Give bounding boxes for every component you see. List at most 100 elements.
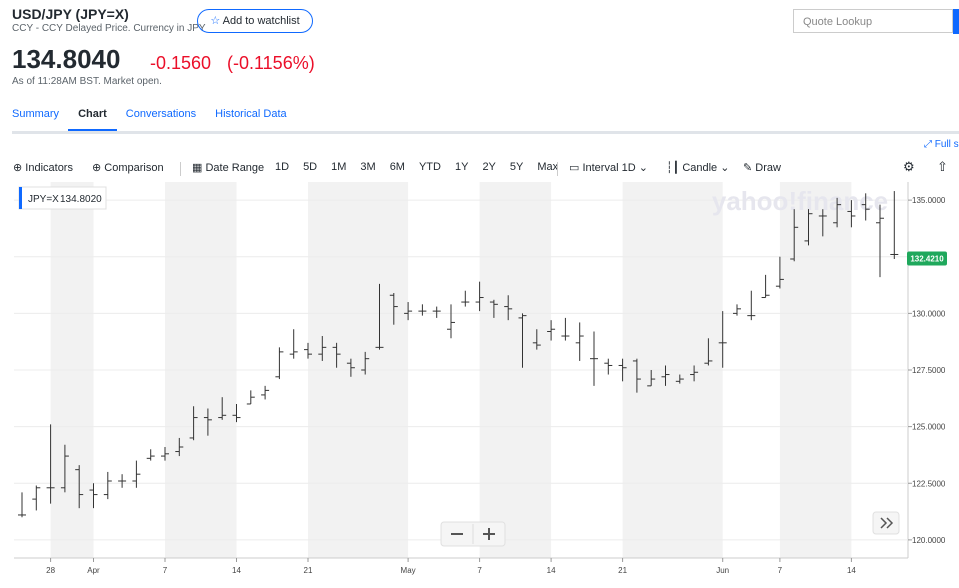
range-button[interactable]: 6M — [389, 161, 405, 173]
range-button[interactable]: 1D — [275, 161, 290, 173]
date-range-label: Date Range — [205, 162, 265, 174]
ohlc-bar — [532, 329, 541, 350]
x-tick-label: Jun — [716, 566, 729, 575]
x-tick-label: 7 — [778, 566, 783, 575]
ohlc-bar — [590, 331, 598, 386]
change-pct: (-0.1156%) — [227, 53, 315, 73]
ohlc-bar — [218, 397, 227, 420]
tab[interactable]: Historical Data — [215, 108, 287, 120]
ohlc-bar — [504, 295, 513, 321]
ohlc-bar — [575, 322, 584, 361]
search-button[interactable] — [953, 9, 959, 34]
ohlc-bar — [518, 313, 527, 368]
price: 134.8040 — [12, 44, 121, 74]
range-button[interactable]: 3M — [360, 161, 376, 173]
draw[interactable]: ✎ Draw — [743, 162, 781, 174]
range-button[interactable]: 5Y — [509, 161, 524, 173]
tab[interactable]: Chart — [68, 100, 117, 131]
draw-label: Draw — [755, 162, 781, 174]
ohlc-bar — [804, 209, 813, 246]
ohlc-bar — [261, 385, 270, 400]
tab[interactable]: Summary — [12, 108, 60, 120]
ranges: 1D 5D 1M 3M 6M YTD 1Y 2Y 5Y Max — [275, 161, 572, 173]
ohlc-bar — [818, 209, 827, 237]
tabs: Summary Chart Conversations Historical Data — [12, 100, 306, 132]
ohlc-bar — [747, 290, 756, 321]
ohlc-bar — [775, 256, 784, 289]
range-button[interactable]: YTD — [418, 161, 441, 173]
ohlc-bar — [346, 358, 355, 377]
ohlc-bar — [118, 474, 127, 488]
legend-name: JPY=X — [28, 194, 59, 205]
ohlc-bar — [103, 471, 112, 500]
indicators[interactable]: ⊕ Indicators — [13, 162, 73, 174]
ohlc-bar — [561, 317, 570, 341]
range-button[interactable]: 1Y — [454, 161, 469, 173]
date-range[interactable]: ▦ Date Range — [192, 162, 265, 174]
tab[interactable]: Conversations — [125, 108, 197, 120]
scroll-icon — [880, 517, 894, 529]
ohlc-bar — [475, 281, 484, 312]
settings[interactable]: ⚙ — [903, 159, 915, 174]
ohlc-bar — [461, 290, 470, 307]
interval[interactable]: ▭ Interval 1D ⌄ — [569, 162, 648, 174]
x-tick-label: 7 — [477, 566, 482, 575]
range-button[interactable]: 5D — [303, 161, 318, 173]
chart-type-label: Candle — [682, 162, 718, 174]
interval-value: 1D — [621, 162, 636, 174]
range-button[interactable]: Max — [537, 161, 559, 173]
ohlc-bar — [132, 460, 141, 488]
comparison[interactable]: ⊕ Comparison — [92, 162, 164, 174]
ohlc-bar — [161, 447, 169, 461]
tabs-divider — [12, 131, 959, 134]
ohlc-bar — [175, 437, 184, 457]
x-tick-label: May — [401, 566, 416, 575]
x-tick-label: 28 — [46, 566, 55, 575]
ohlc-bar — [375, 283, 384, 350]
ohlc-bar — [332, 342, 341, 368]
symbol: USD/JPY (JPY=X) — [12, 6, 129, 22]
x-tick-label: 7 — [163, 566, 168, 575]
ohlc-bar — [418, 304, 427, 316]
ohlc-bar — [876, 204, 884, 278]
range-button[interactable]: 2Y — [482, 161, 496, 173]
ohlc-bar — [246, 390, 255, 405]
search-box[interactable]: Quote Lookup — [793, 9, 953, 33]
ohlc-bar — [60, 444, 69, 493]
x-tick-label: 21 — [304, 566, 313, 575]
subtitle: CCY - CCY Delayed Price. Currency in JPY — [12, 23, 206, 34]
watchlist-button[interactable]: ☆ Add to watchlist — [197, 9, 313, 33]
share[interactable]: ⇧ — [937, 159, 948, 174]
interval-label: Interval — [582, 162, 619, 174]
chart-type[interactable]: ┆┃ Candle ⌄ — [666, 162, 730, 174]
y-tick-label: 130.0000 — [912, 309, 946, 318]
ohlc-bar — [847, 200, 856, 228]
range-button[interactable]: 1M — [331, 161, 347, 173]
separator — [557, 162, 558, 176]
y-tick-label: 120.0000 — [912, 536, 946, 545]
x-tick-label: 14 — [847, 566, 856, 575]
full-screen[interactable]: ⤢ Full screen — [924, 139, 959, 150]
ohlc-bar — [547, 320, 556, 341]
ohlc-bar — [632, 358, 641, 393]
ohlc-bar — [432, 306, 441, 318]
ohlc-bar — [18, 492, 26, 518]
ohlc-bar — [146, 449, 155, 461]
x-tick-label: 14 — [232, 566, 241, 575]
scroll-right[interactable] — [872, 511, 900, 535]
ohlc-bar — [733, 304, 741, 316]
ohlc-bar — [647, 370, 656, 387]
ohlc-bar — [361, 351, 370, 375]
ohlc-bar — [304, 342, 312, 359]
ohlc-bar — [604, 358, 613, 375]
ohlc-bar — [447, 304, 455, 339]
y-tick-label: 125.0000 — [912, 423, 946, 432]
ohlc-bar — [761, 274, 770, 299]
legend-accent — [19, 187, 22, 209]
ohlc-bar — [89, 483, 98, 509]
watchlist-label: Add to watchlist — [222, 15, 300, 27]
zoom-controls[interactable] — [440, 521, 506, 547]
